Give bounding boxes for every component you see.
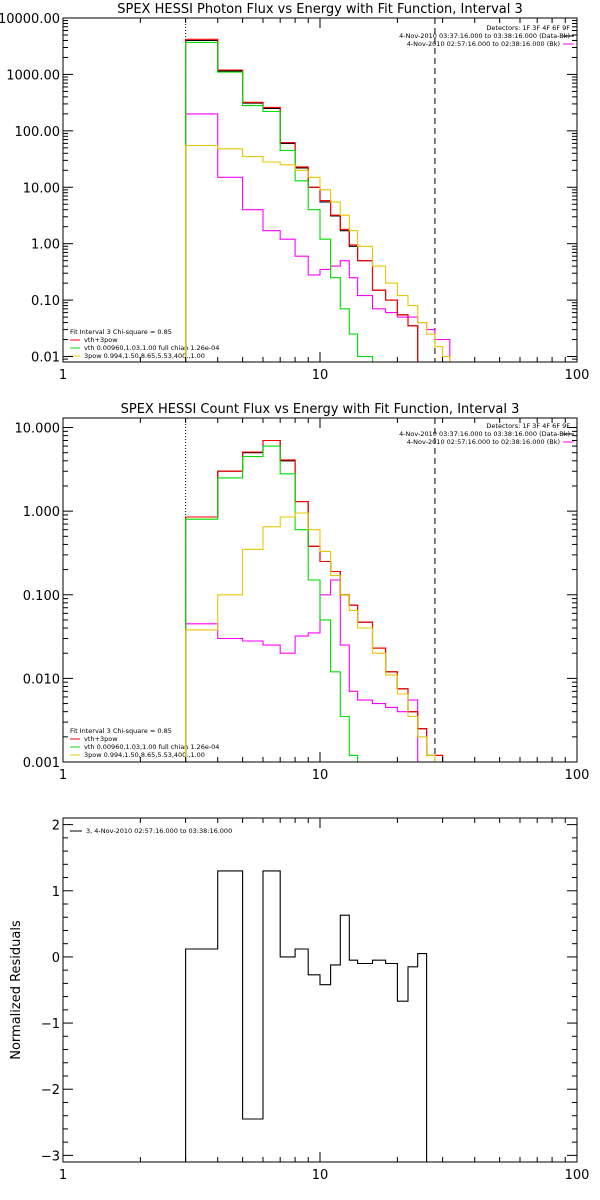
- legend-bk: 4-Nov-2010 02:57:16.000 to 02:38:16.000 …: [407, 438, 560, 446]
- count-flux-panel: SPEX HESSI Count Flux vs Energy with Fit…: [15, 402, 590, 783]
- y-tick-label: −2: [41, 1083, 60, 1098]
- photon-flux-legend-left: Fit Interval 3 Chi-square = 0.85 vth+3po…: [70, 328, 219, 360]
- x-tick-label: 10: [312, 368, 329, 383]
- y-tick-label: 0.010: [23, 672, 60, 687]
- count-flux-legend-left: Fit Interval 3 Chi-square = 0.85 vth+3po…: [70, 727, 219, 759]
- thermal-series-line: [185, 41, 374, 362]
- x-tick-label: 10: [312, 1168, 329, 1183]
- x-tick-label: 100: [565, 368, 590, 383]
- residuals-ylabel: Normalized Residuals: [9, 920, 24, 1060]
- x-tick-label: 1: [59, 1168, 67, 1183]
- data-series-line: [185, 439, 444, 762]
- series-group: [185, 439, 444, 762]
- resid-series-line: [185, 870, 428, 1162]
- y-tick-label: 0.10: [31, 294, 60, 309]
- legend-thermal-label: vth 0.00960,1.03,1.00 full chian 1.26e-0…: [84, 743, 219, 751]
- y-tick-label: 1: [52, 885, 60, 900]
- y-tick-label: 0.100: [23, 589, 60, 604]
- plot-frame: [62, 817, 578, 1163]
- x-tick-label: 1: [59, 368, 67, 383]
- total-series-line: [185, 38, 458, 362]
- legend-fit-interval: Fit Interval 3 Chi-square = 0.85: [70, 328, 172, 336]
- legend-data-bk: 4-Nov-2010 03:37:16.000 to 03:38:16.000 …: [399, 430, 570, 438]
- y-tick-label: 1000.00: [6, 68, 60, 83]
- residuals-legend: 3, 4-Nov-2010 02:57:16.000 to 03:38:16.0…: [70, 827, 232, 835]
- y-tick-label: 0.01: [31, 351, 60, 366]
- legend-resid-label: 3, 4-Nov-2010 02:57:16.000 to 03:38:16.0…: [86, 827, 232, 835]
- legend-nonthermal-label: 3pow 0.994,1.50,8.65,5.53,400.,1.00: [84, 352, 205, 360]
- legend-bk: 4-Nov-2010 02:57:16.000 to 02:38:16.000 …: [407, 40, 560, 48]
- y-tick-label: 0.001: [23, 756, 60, 771]
- total-series-line: [185, 439, 444, 762]
- legend-thermal-label: vth 0.00960,1.03,1.00 full chian 1.26e-0…: [84, 344, 219, 352]
- y-tick-label: 1.000: [23, 505, 60, 520]
- legend-data-bk: 4-Nov-2010 03:37:16.000 to 03:38:16.000 …: [399, 32, 570, 40]
- legend-fit-interval: Fit Interval 3 Chi-square = 0.85: [70, 727, 172, 735]
- x-tick-label: 100: [565, 768, 590, 783]
- bk-series-line: [185, 113, 458, 362]
- photon-flux-legend-right: Detectors: 1F 3F 4F 6F 9F 4-Nov-2010 03:…: [399, 24, 574, 48]
- legend-total-label: vth+3pow: [84, 735, 118, 743]
- x-tick-label: 1: [59, 768, 67, 783]
- y-tick-label: −3: [41, 1149, 60, 1164]
- nonthermal-series-line: [185, 512, 436, 762]
- y-tick-label: 100.00: [15, 125, 61, 140]
- y-tick-label: 1.00: [31, 238, 60, 253]
- nonthermal-series-line: [185, 144, 458, 362]
- count-flux-title: SPEX HESSI Count Flux vs Energy with Fit…: [121, 402, 520, 417]
- data-series-line: [185, 39, 458, 362]
- y-tick-label: −1: [41, 1017, 60, 1032]
- legend-nonthermal-label: 3pow 0.994,1.50,8.65,5.53,400.,1.00: [84, 751, 205, 759]
- x-tick-label: 100: [565, 1168, 590, 1183]
- count-flux-legend-right: Detectors: 1F 3F 4F 6F 9F 4-Nov-2010 03:…: [399, 422, 574, 446]
- y-tick-label: 10000.00: [0, 12, 60, 27]
- y-tick-label: 2: [52, 819, 60, 834]
- series-group: [185, 38, 458, 362]
- legend-total-label: vth+3pow: [84, 336, 118, 344]
- bk-series-line: [185, 579, 419, 762]
- x-tick-label: 10: [312, 768, 329, 783]
- series-group: [185, 870, 428, 1162]
- y-tick-label: 10.00: [23, 181, 60, 196]
- legend-detectors: Detectors: 1F 3F 4F 6F 9F: [486, 422, 570, 430]
- legend-detectors: Detectors: 1F 3F 4F 6F 9F: [486, 24, 570, 32]
- photon-flux-title: SPEX HESSI Photon Flux vs Energy with Fi…: [117, 2, 523, 17]
- y-tick-label: 0: [52, 951, 60, 966]
- photon-flux-panel: SPEX HESSI Photon Flux vs Energy with Fi…: [0, 2, 589, 383]
- y-tick-label: 10.000: [15, 422, 61, 437]
- thermal-series-line: [185, 445, 359, 762]
- residuals-panel: Normalized Residuals 3, 4-Nov-2010 02:57…: [9, 817, 590, 1183]
